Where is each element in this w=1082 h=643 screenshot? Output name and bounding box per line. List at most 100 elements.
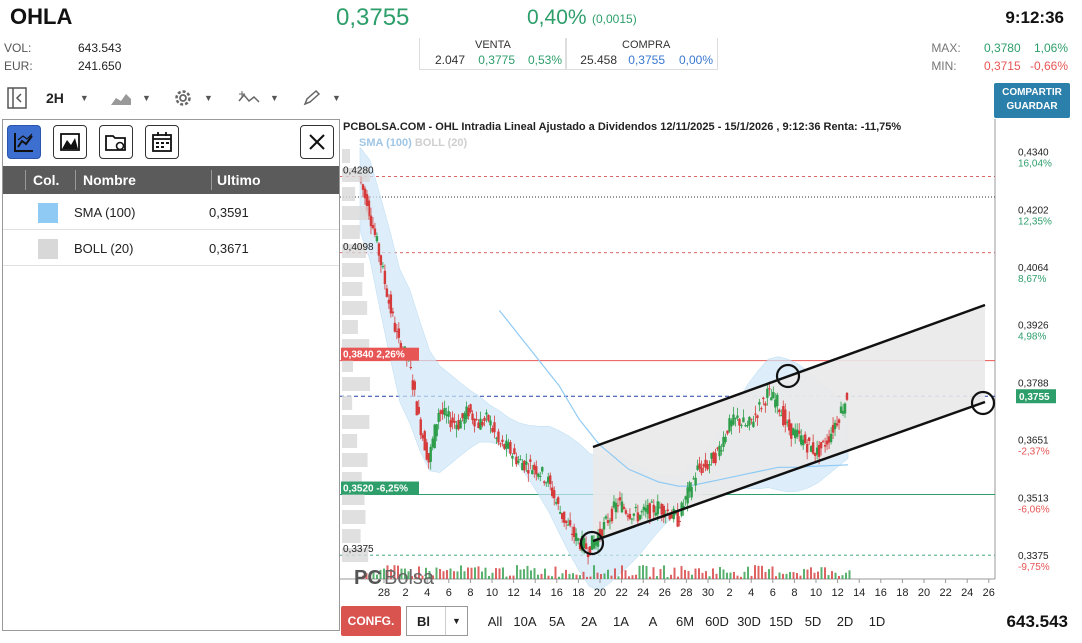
- volume-bar: [694, 568, 697, 579]
- candle-body: [780, 415, 783, 417]
- x-tick-label: 28: [680, 587, 692, 599]
- max-pct: 1,06%: [1033, 41, 1068, 55]
- candle-body: [377, 243, 381, 256]
- candle-body: [578, 542, 582, 550]
- candle-body: [801, 439, 805, 446]
- candle-body: [519, 459, 522, 461]
- candle-body: [762, 397, 765, 400]
- range-button-15d[interactable]: 15D: [769, 613, 793, 629]
- hline-badge-bg: [341, 481, 419, 495]
- volume-profile-bar: [342, 453, 368, 467]
- config-button[interactable]: CONFG.: [341, 606, 401, 636]
- volume-bar: [810, 567, 812, 579]
- share-save-button[interactable]: COMPARTIR GUARDAR: [994, 83, 1070, 118]
- volume-bar: [747, 566, 749, 579]
- range-button-5a[interactable]: 5A: [549, 613, 565, 629]
- candle-body: [776, 394, 779, 407]
- range-button-60d[interactable]: 60D: [705, 613, 729, 629]
- color-swatch[interactable]: [38, 239, 58, 259]
- candle-body: [437, 412, 440, 422]
- candle-body: [734, 418, 737, 420]
- chart-type-dropdown[interactable]: Bl ▼: [406, 606, 468, 636]
- right-axis-price: 0,4340: [1018, 148, 1049, 159]
- volume-bar: [484, 567, 487, 579]
- range-button-5d[interactable]: 5D: [804, 613, 822, 629]
- volume-bar: [383, 568, 385, 579]
- volume-bar: [498, 568, 501, 579]
- interval-select[interactable]: 2H ▼: [46, 84, 89, 112]
- candle-body: [654, 512, 657, 516]
- change-absolute: (0,0015): [592, 12, 637, 26]
- range-button-1d[interactable]: 1D: [868, 613, 886, 629]
- candle-body: [638, 514, 642, 520]
- chevron-down-icon: ▼: [79, 93, 89, 103]
- indicators-tab[interactable]: [7, 125, 41, 159]
- volume-profile-bar: [342, 320, 358, 334]
- range-button-30d[interactable]: 30D: [737, 613, 761, 629]
- range-button-all[interactable]: All: [487, 613, 503, 629]
- settings-select[interactable]: ▼: [172, 84, 213, 112]
- compra-label: COMPRA: [622, 39, 671, 51]
- range-button-1a[interactable]: 1A: [613, 613, 629, 629]
- volume-bar: [425, 567, 427, 579]
- candle-body: [833, 422, 837, 430]
- calendar-tab[interactable]: [145, 125, 179, 159]
- compra-pct: 0,00%: [678, 53, 713, 67]
- max-stat: MAX: 0,3780 1,06%: [931, 41, 1068, 55]
- volume-bar: [617, 576, 620, 579]
- candle-body: [768, 388, 771, 390]
- candle-body: [469, 404, 472, 413]
- comparison-tab[interactable]: [53, 125, 87, 159]
- range-button-6m[interactable]: 6M: [675, 613, 695, 629]
- candle-body: [738, 418, 741, 426]
- table-row[interactable]: SMA (100) 0,3591: [3, 194, 339, 230]
- volume-profile-bar: [342, 244, 366, 258]
- interval-value: 2H: [46, 90, 64, 106]
- channel-lower-line: [592, 400, 986, 543]
- candle-body: [459, 420, 462, 429]
- candle-body: [692, 478, 695, 480]
- folder-gear-icon: [105, 135, 126, 151]
- volume-bar: [600, 574, 602, 579]
- right-axis-pct: 16,04%: [1018, 159, 1052, 170]
- volume-profile-bar: [342, 434, 358, 448]
- candle-body: [811, 442, 815, 454]
- candle-body: [545, 482, 548, 484]
- candle-body: [551, 487, 554, 497]
- candle-body: [537, 473, 540, 477]
- color-swatch[interactable]: [38, 203, 58, 223]
- range-button-2d[interactable]: 2D: [836, 613, 854, 629]
- candle-body: [809, 446, 813, 452]
- venta-box: VENTA 2.047 0,3775 0,53%: [419, 38, 566, 70]
- volume-bar: [824, 567, 826, 579]
- folder-settings-tab[interactable]: [99, 125, 133, 159]
- indicators-select[interactable]: ▼: [238, 84, 279, 112]
- volume-bar: [516, 565, 518, 579]
- change-percent: 0,40%: [527, 6, 587, 29]
- candle-body: [688, 482, 691, 492]
- price-chart[interactable]: PC Bolsa 0,4280 0,4098 0,3375 0,3840 2,26% 0,3…: [340, 119, 1070, 602]
- volume-bar: [775, 576, 777, 579]
- candle-body: [592, 540, 596, 549]
- volume-bar: [505, 576, 508, 579]
- close-panel-button[interactable]: [300, 125, 334, 159]
- x-tick-label: 2: [403, 587, 409, 599]
- volume-profile-bar: [342, 358, 353, 372]
- candle-body: [678, 520, 681, 522]
- drawing-select[interactable]: ▼: [302, 84, 341, 112]
- volume-bar: [582, 571, 585, 579]
- range-button-2a[interactable]: 2A: [581, 613, 597, 629]
- table-row[interactable]: BOLL (20) 0,3671: [3, 230, 339, 266]
- range-button-10a[interactable]: 10A: [513, 613, 537, 629]
- toggle-panel-button[interactable]: [6, 84, 28, 112]
- eur-label: EUR:: [4, 59, 33, 73]
- candle-body: [722, 436, 725, 448]
- candle-body: [728, 418, 731, 432]
- volume-profile-bar: [342, 206, 369, 220]
- chart-type-select[interactable]: ▼: [110, 84, 151, 112]
- compra-qty: 25.458: [580, 53, 617, 67]
- chart-canvas[interactable]: PC Bolsa 0,4280 0,4098 0,3375 0,3840 2,26% 0,3…: [340, 119, 1070, 602]
- range-button-a[interactable]: A: [648, 613, 658, 629]
- candle-body: [778, 409, 781, 413]
- candle-body: [742, 417, 745, 423]
